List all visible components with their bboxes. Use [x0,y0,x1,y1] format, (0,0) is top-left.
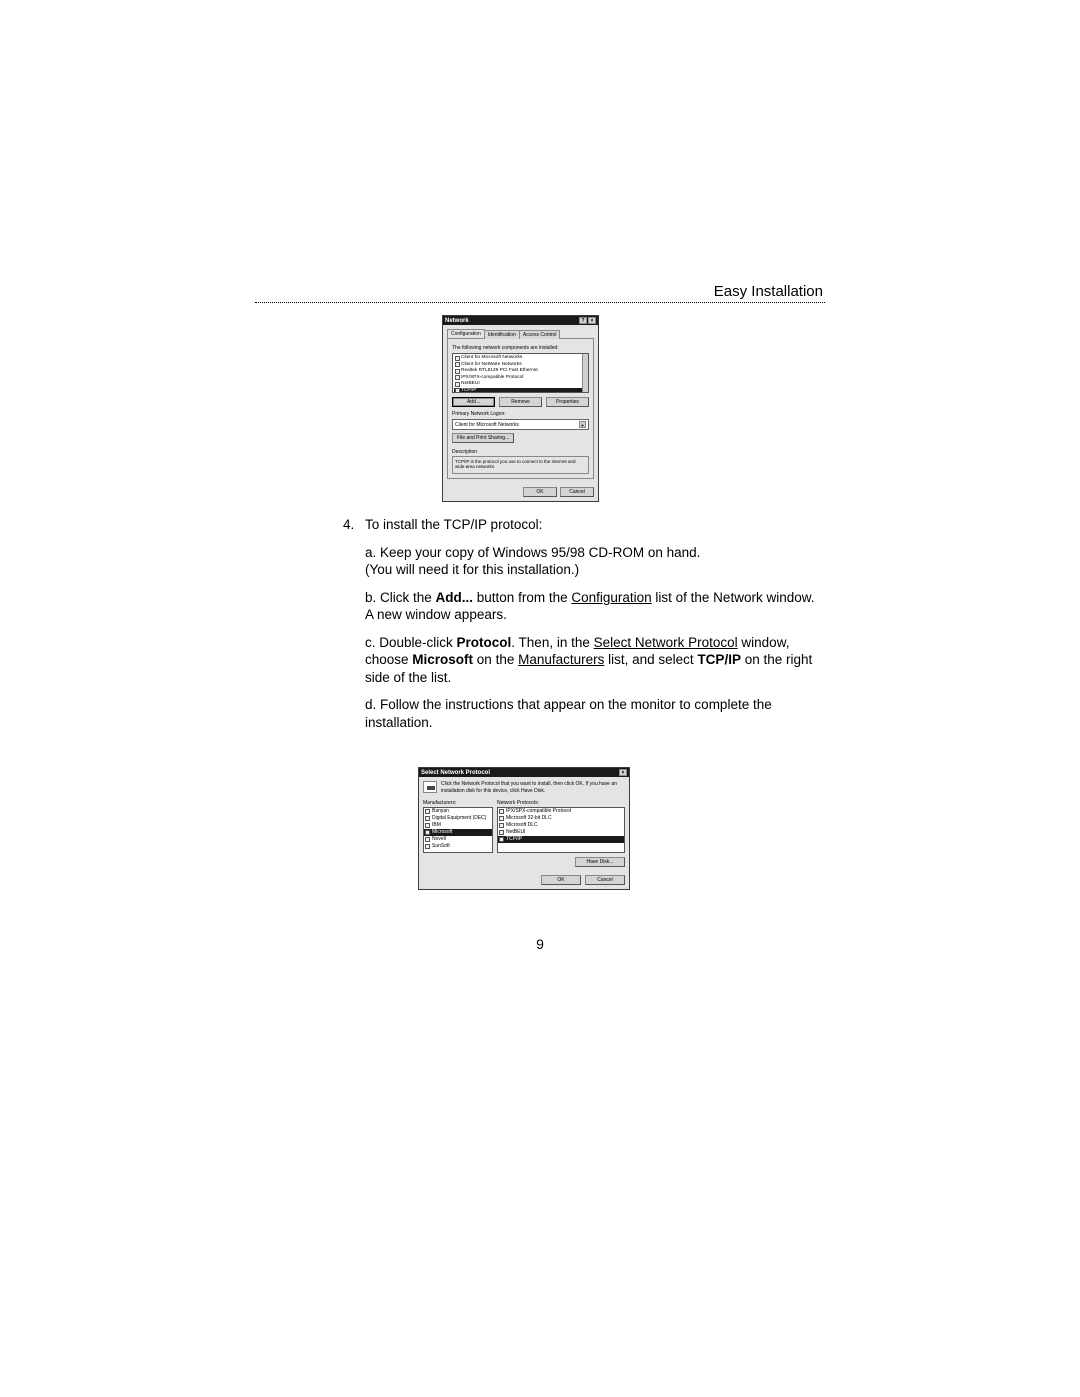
description-text: TCP/IP is the protocol you use to connec… [452,456,589,474]
add-button[interactable]: Add... [452,397,495,407]
adapter-icon [455,369,460,374]
close-icon[interactable]: × [588,317,596,324]
ok-button[interactable]: OK [523,487,557,497]
vendor-icon [425,809,430,814]
list-item: TCP/IP [498,836,624,843]
vendor-icon [425,823,430,828]
components-label: The following network components are ins… [452,345,589,351]
protocol-icon [455,375,460,380]
list-item: IPX/SPX-compatible Protocol [498,808,624,815]
chevron-down-icon[interactable]: ▼ [579,421,586,428]
protocol-icon [455,382,460,387]
manufacturers-listbox[interactable]: Banyan Digital Equipment (DEC) IBM Micro… [423,807,493,853]
list-item: Novell [424,836,492,843]
tab-identification[interactable]: Identification [484,330,520,339]
vendor-icon [425,816,430,821]
header-divider [255,302,825,303]
components-listbox[interactable]: Client for Microsoft Networks Client for… [452,353,589,393]
protocol-icon [499,816,504,821]
close-icon[interactable]: × [619,769,627,776]
ok-button[interactable]: OK [541,875,581,885]
protocols-label: Network Protocols: [497,800,625,806]
help-icon[interactable]: ? [579,317,587,324]
protocol-icon [499,809,504,814]
protocol-dialog-icon [423,781,437,793]
select-protocol-title: Select Network Protocol [421,770,490,776]
file-print-sharing-button[interactable]: File and Print Sharing... [452,433,514,443]
logon-value: Client for Microsoft Networks [455,422,519,428]
page-header: Easy Installation [255,283,825,300]
instruction-text: Click the Network Protocol that you want… [441,781,625,794]
protocol-icon [499,837,504,842]
protocol-icon [499,830,504,835]
list-item: TCP/IP [454,388,587,394]
list-item: Digital Equipment (DEC) [424,815,492,822]
instruction-text: 4. To install the TCP/IP protocol: a. Ke… [343,516,825,731]
list-item: Microsoft [424,829,492,836]
configuration-panel: The following network components are ins… [447,338,594,479]
cancel-button[interactable]: Cancel [560,487,594,497]
protocols-listbox[interactable]: IPX/SPX-compatible Protocol Microsoft 32… [497,807,625,853]
vendor-icon [425,837,430,842]
list-item: IBM [424,822,492,829]
client-icon [455,362,460,367]
logon-select[interactable]: Client for Microsoft Networks ▼ [452,419,589,430]
vendor-icon [425,844,430,849]
cancel-button[interactable]: Cancel [585,875,625,885]
manufacturers-label: Manufacturers: [423,800,493,806]
step-number: 4. [343,516,365,534]
vendor-icon [425,830,430,835]
tab-access-control[interactable]: Access Control [519,330,561,339]
network-titlebar[interactable]: Network ? × [443,316,598,325]
client-icon [455,356,460,361]
properties-button[interactable]: Properties [546,397,589,407]
scrollbar[interactable] [582,354,588,392]
select-protocol-titlebar[interactable]: Select Network Protocol × [419,768,629,777]
tab-configuration[interactable]: Configuration [447,329,485,338]
page-number: 9 [255,936,825,952]
select-protocol-dialog: Select Network Protocol × Click the Netw… [418,767,630,890]
remove-button[interactable]: Remove [499,397,542,407]
network-title: Network [445,318,469,324]
list-item: Microsoft DLC [498,822,624,829]
description-label: Description [452,449,589,455]
list-item: Microsoft 32-bit DLC [498,815,624,822]
step-title: To install the TCP/IP protocol: [365,516,542,534]
have-disk-button[interactable]: Have Disk... [575,857,625,867]
network-dialog: Network ? × Configuration Identification… [442,315,599,502]
list-item: NetBEUI [498,829,624,836]
list-item: SunSoft [424,843,492,850]
list-item: Banyan [424,808,492,815]
protocol-icon [455,388,460,393]
logon-label: Primary Network Logon: [452,411,589,417]
protocol-icon [499,823,504,828]
